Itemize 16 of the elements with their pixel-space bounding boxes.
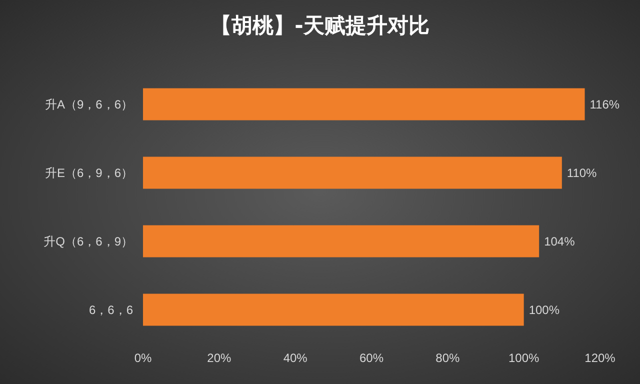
x-tick-label: 20% [207,351,232,365]
y-tick-label: 升Q（6，6，9） [44,234,133,248]
chart-title: 【胡桃】-天赋提升对比 [210,14,430,38]
x-tick-label: 80% [436,351,460,365]
data-label: 100% [528,302,560,317]
data-label: 116% [590,97,620,112]
y-tick-label: 6，6，6 [88,302,134,317]
x-tick-label: 100% [508,351,540,365]
data-label: 104% [544,234,576,248]
x-tick-label: 0% [134,351,152,365]
data-label: 110% [566,166,598,180]
y-tick-label: 升E（6，9，6） [44,166,133,180]
x-tick-label: 120% [584,351,616,365]
x-tick-label: 60% [359,351,384,365]
y-tick-label: 升A（9，6，6） [44,97,133,112]
x-tick-label: 40% [283,351,308,365]
